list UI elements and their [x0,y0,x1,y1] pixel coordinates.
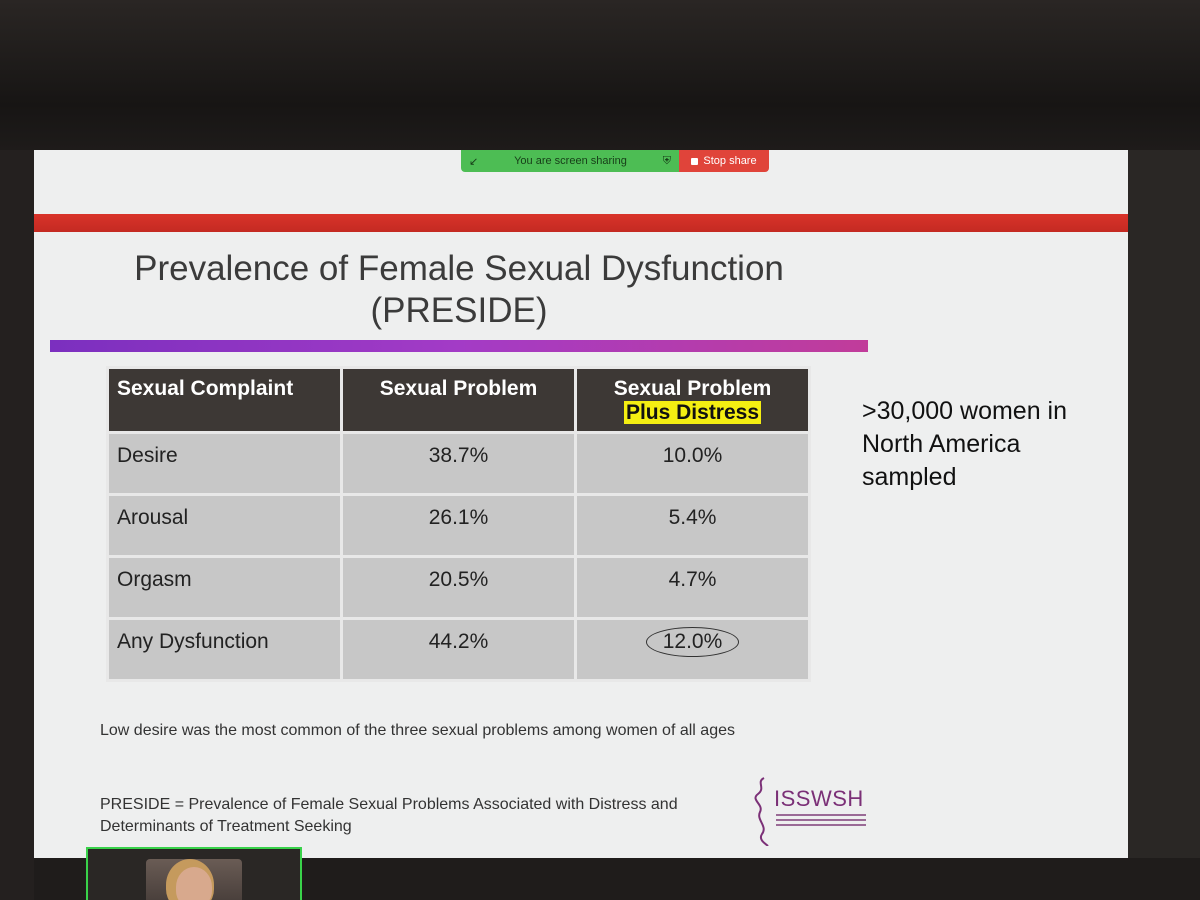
logo-tagline [776,814,866,836]
monitor-bezel-top [0,0,1200,150]
table-row: Desire 38.7% 10.0% [106,431,811,496]
slide-header-band [34,214,1128,232]
footnote-preside-definition: PRESIDE = Prevalence of Female Sexual Pr… [100,796,678,835]
stop-icon [691,157,699,165]
highlight-plus-distress: Plus Distress [623,401,762,424]
header-sexual-complaint: Sexual Complaint [106,366,343,434]
slide-title-line-2: (PRESIDE) [370,291,548,330]
distress-cell: 12.0% [574,617,811,682]
complaint-cell: Any Dysfunction [106,617,343,682]
presentation-slide: ↙ You are screen sharing ⛨ Stop share Pr… [34,150,1128,858]
monitor-bezel-left [0,150,34,900]
circled-value: 12.0% [645,627,740,657]
distress-cell: 4.7% [574,555,811,620]
isswsh-logo: ISSWSH [746,774,866,847]
problem-cell: 26.1% [340,493,577,558]
header-sexual-problem: Sexual Problem [340,366,577,434]
sample-size-note: >30,000 women in North America sampled [862,397,1068,491]
participant-video-thumbnail[interactable] [86,847,302,900]
participant-avatar [176,867,212,900]
shield-icon: ⛨ [662,154,671,167]
complaint-cell: Arousal [106,493,343,558]
table-row: Orgasm 20.5% 4.7% [106,555,811,620]
slide-title-line-1: Prevalence of Female Sexual Dysfunction [134,249,784,288]
distress-cell: 10.0% [574,431,811,496]
prevalence-table: Sexual Complaint Sexual Problem Sexual P… [106,366,811,682]
complaint-cell: Orgasm [106,555,343,620]
stop-share-button[interactable]: Stop share [679,150,769,172]
complaint-cell: Desire [106,431,343,496]
logo-text: ISSWSH [774,786,864,811]
table-header-row: Sexual Complaint Sexual Problem Sexual P… [106,366,811,434]
logo-figure-icon [754,777,769,847]
problem-cell: 38.7% [340,431,577,496]
table-row: Any Dysfunction 44.2% 12.0% [106,617,811,682]
screen-share-banner: ↙ You are screen sharing ⛨ Stop share [461,150,769,172]
problem-cell: 44.2% [340,617,577,682]
stop-share-label: Stop share [703,155,757,167]
problem-cell: 20.5% [340,555,577,620]
slide-title: Prevalence of Female Sexual Dysfunction … [74,248,844,332]
monitor-bezel-right [1128,150,1200,900]
share-status-text: You are screen sharing [514,155,627,167]
table-row: Arousal 26.1% 5.4% [106,493,811,558]
footnote-low-desire: Low desire was the most common of the th… [100,722,735,739]
participant-video [146,859,242,900]
title-divider [50,340,868,352]
header-problem-plus-distress: Sexual Problem Plus Distress [574,366,811,434]
arrow-icon: ↙ [469,155,479,168]
share-status[interactable]: ↙ You are screen sharing ⛨ [461,150,679,172]
header-problem-label: Sexual Problem [613,377,772,400]
distress-cell: 5.4% [574,493,811,558]
